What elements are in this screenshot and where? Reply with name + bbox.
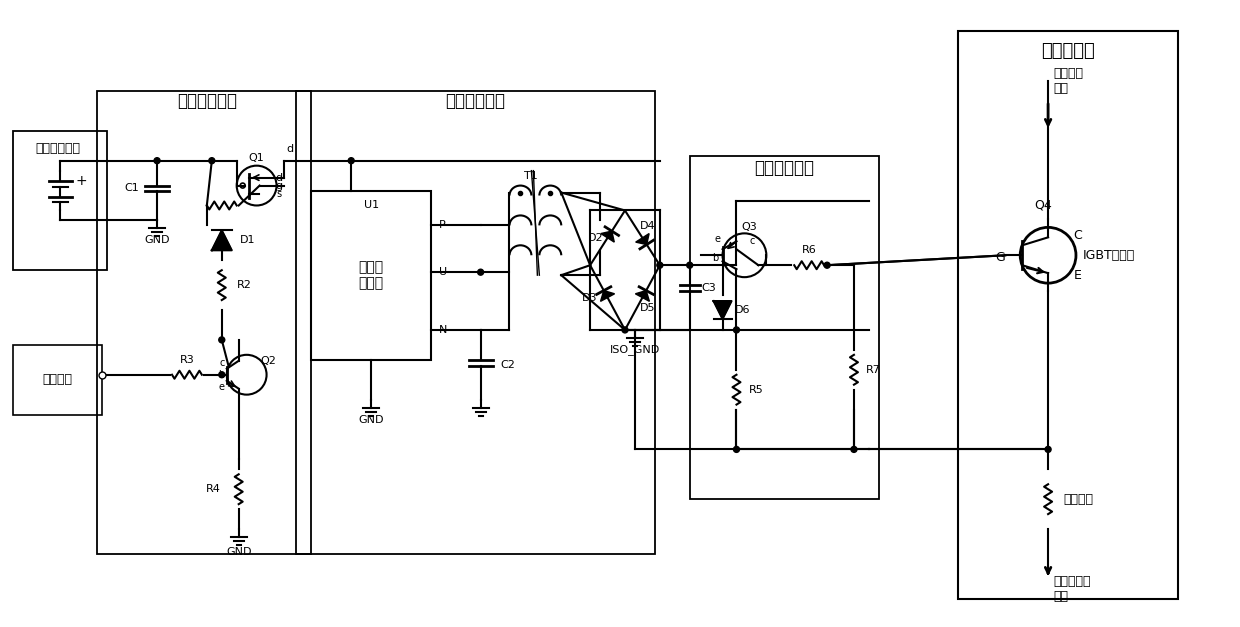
Text: C3: C3 xyxy=(702,283,717,293)
Text: +: + xyxy=(76,174,87,187)
Text: Q2: Q2 xyxy=(260,356,277,366)
Bar xyxy=(12,131,108,270)
Polygon shape xyxy=(713,301,732,319)
Text: C2: C2 xyxy=(501,360,516,370)
Text: G: G xyxy=(996,251,1006,264)
Text: U: U xyxy=(439,267,446,277)
Text: 预充电阻: 预充电阻 xyxy=(1063,493,1092,505)
Text: D4: D4 xyxy=(640,221,655,231)
Text: R7: R7 xyxy=(866,365,880,375)
Circle shape xyxy=(154,158,160,164)
Circle shape xyxy=(851,446,857,453)
Text: R3: R3 xyxy=(180,355,195,365)
Text: D3: D3 xyxy=(582,293,598,303)
Text: 门极驱动电路: 门极驱动电路 xyxy=(754,159,815,177)
Text: IGBT晶体管: IGBT晶体管 xyxy=(1083,249,1135,261)
Bar xyxy=(959,31,1178,599)
Circle shape xyxy=(208,158,215,164)
Text: E: E xyxy=(1074,269,1081,282)
Text: D2: D2 xyxy=(588,233,604,243)
Text: D1: D1 xyxy=(239,235,255,245)
Text: 变压器
驱动器: 变压器 驱动器 xyxy=(358,260,383,290)
Text: d: d xyxy=(286,144,293,154)
Circle shape xyxy=(477,269,484,275)
Text: D6: D6 xyxy=(734,305,750,315)
Circle shape xyxy=(734,446,739,453)
Polygon shape xyxy=(212,230,232,250)
Text: b: b xyxy=(712,253,718,263)
Circle shape xyxy=(218,337,224,343)
Text: 电动机负载
正端: 电动机负载 正端 xyxy=(1053,575,1090,603)
Text: g: g xyxy=(275,181,281,191)
Text: U1: U1 xyxy=(363,201,378,211)
Text: T1: T1 xyxy=(523,171,537,181)
Text: 微控制器: 微控制器 xyxy=(42,373,72,386)
Text: c: c xyxy=(219,358,224,368)
Text: 预充电支路: 预充电支路 xyxy=(1042,42,1095,60)
Text: P: P xyxy=(439,221,445,230)
Bar xyxy=(311,191,430,360)
Text: e: e xyxy=(218,382,224,392)
Text: 低压辅助电源: 低压辅助电源 xyxy=(35,142,81,155)
Text: R6: R6 xyxy=(802,245,816,255)
Text: d: d xyxy=(275,172,281,182)
Circle shape xyxy=(1045,446,1052,453)
Text: s: s xyxy=(277,189,281,199)
Text: D5: D5 xyxy=(640,302,655,312)
Bar xyxy=(296,91,655,554)
Text: Q4: Q4 xyxy=(1034,199,1052,212)
Text: ISO_GND: ISO_GND xyxy=(610,344,660,356)
Text: C1: C1 xyxy=(124,182,139,192)
Circle shape xyxy=(687,262,693,268)
Circle shape xyxy=(348,158,355,164)
Text: R4: R4 xyxy=(206,484,221,494)
Text: GND: GND xyxy=(358,414,384,424)
Circle shape xyxy=(622,327,627,333)
Text: Q3: Q3 xyxy=(742,223,758,233)
Polygon shape xyxy=(636,234,649,245)
Text: N: N xyxy=(439,325,448,335)
Text: C: C xyxy=(1074,229,1083,242)
Circle shape xyxy=(734,327,739,333)
Text: 动力电池
正端: 动力电池 正端 xyxy=(1053,67,1083,95)
Circle shape xyxy=(218,372,224,377)
Text: GND: GND xyxy=(144,235,170,245)
Text: c: c xyxy=(749,236,755,246)
Text: 低压控制电路: 低压控制电路 xyxy=(177,92,237,110)
Polygon shape xyxy=(635,290,650,302)
Text: R5: R5 xyxy=(749,384,763,394)
Text: e: e xyxy=(714,234,720,245)
Polygon shape xyxy=(601,231,614,242)
Bar xyxy=(97,91,311,554)
Circle shape xyxy=(825,262,830,268)
Circle shape xyxy=(657,262,663,268)
Text: Q1: Q1 xyxy=(249,153,264,162)
Bar xyxy=(12,345,103,414)
Text: 隔离开关电源: 隔离开关电源 xyxy=(445,92,506,110)
Text: GND: GND xyxy=(226,547,252,557)
Polygon shape xyxy=(600,290,615,302)
Bar xyxy=(689,155,879,499)
Text: b: b xyxy=(218,370,224,380)
Text: R2: R2 xyxy=(237,280,252,290)
